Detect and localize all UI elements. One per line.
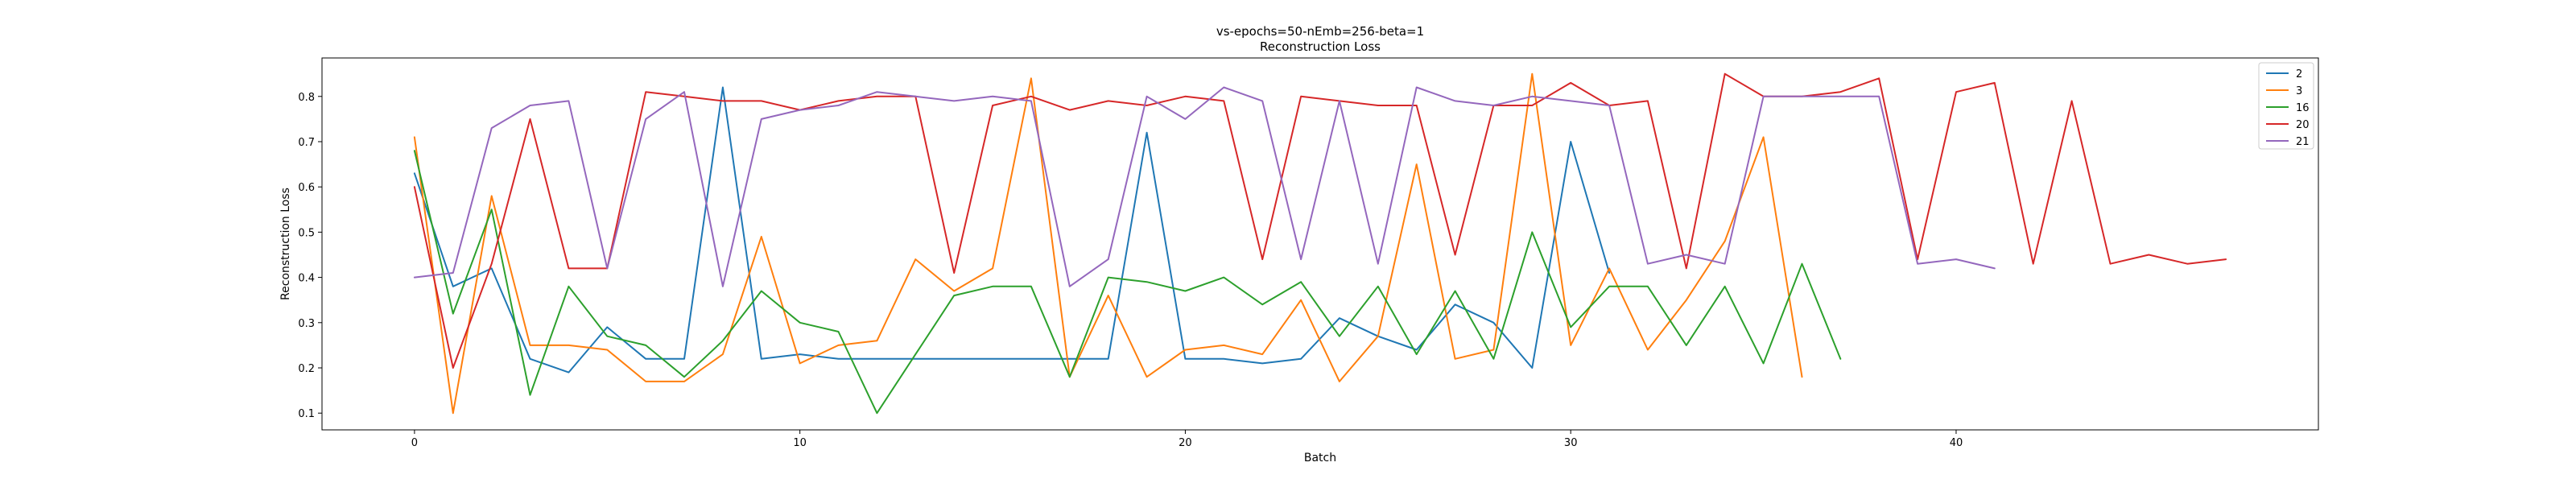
legend-label: 2: [2296, 68, 2302, 80]
x-axis: 0 10 20 30 40: [411, 430, 1963, 449]
x-axis-label: Batch: [1304, 452, 1336, 464]
legend: 2 3 16 20 21: [2258, 62, 2314, 150]
series-line-16: [413, 150, 1842, 415]
series-line-21: [413, 86, 1996, 287]
legend-label: 3: [2296, 85, 2302, 97]
legend-label: 21: [2296, 136, 2310, 148]
series-line-20: [413, 72, 2227, 369]
chart-title: vs-epochs=50-nEmb=256-beta=1: [1216, 24, 1424, 39]
x-tick-label: 30: [1564, 437, 1578, 449]
series-lines: [413, 72, 2227, 415]
series-line-2: [413, 86, 1611, 374]
y-tick-label: 0.4: [298, 273, 315, 285]
y-tick-label: 0.6: [298, 182, 315, 194]
legend-label: 20: [2296, 119, 2310, 131]
legend-label: 16: [2296, 102, 2310, 114]
x-tick-label: 40: [1950, 437, 1963, 449]
x-tick-label: 20: [1179, 437, 1192, 449]
series-line-3: [413, 72, 1803, 415]
y-tick-label: 0.1: [298, 408, 315, 420]
x-tick-label: 0: [411, 437, 418, 449]
x-tick-label: 10: [793, 437, 807, 449]
legend-box: [2258, 62, 2314, 150]
plot-area: [321, 57, 2319, 431]
y-tick-label: 0.5: [298, 227, 315, 239]
chart-subtitle: Reconstruction Loss: [1260, 39, 1381, 54]
y-tick-label: 0.2: [298, 363, 315, 375]
y-tick-label: 0.8: [298, 92, 315, 104]
y-axis-label: Reconstruction Loss: [279, 188, 292, 300]
y-tick-label: 0.3: [298, 318, 315, 330]
y-axis: 0.1 0.2 0.3 0.4 0.5 0.6 0.7 0.8: [298, 92, 322, 420]
y-tick-label: 0.7: [298, 137, 315, 149]
